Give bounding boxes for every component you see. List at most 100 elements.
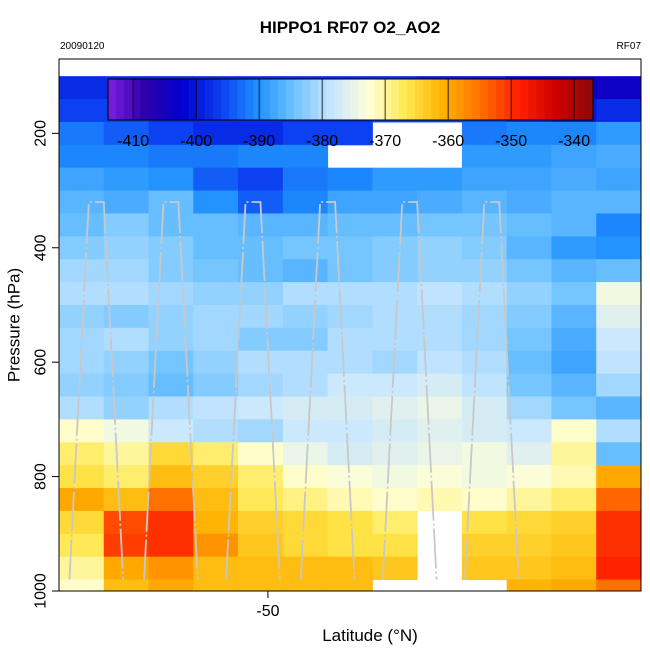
heatmap-cell bbox=[148, 236, 194, 260]
colorbar-swatch bbox=[544, 79, 554, 120]
y-tick-label: 800 bbox=[33, 463, 50, 490]
heatmap-cell bbox=[148, 373, 194, 398]
heatmap-cell bbox=[327, 213, 373, 237]
heatmap-cell bbox=[461, 213, 508, 237]
heatmap-cell bbox=[193, 533, 239, 558]
heatmap-cell bbox=[238, 419, 284, 443]
colorbar-swatch bbox=[253, 79, 263, 120]
heatmap-cell bbox=[506, 350, 552, 375]
heatmap-cell bbox=[551, 510, 597, 535]
colorbar-swatch bbox=[124, 79, 133, 120]
heatmap-cell bbox=[282, 236, 329, 260]
colorbar-swatch bbox=[366, 79, 376, 120]
heatmap-cell bbox=[506, 236, 552, 260]
colorbar-swatch bbox=[116, 79, 125, 120]
heatmap-cell bbox=[193, 579, 239, 592]
axes: -50 200 400 600 800 1000 Latitude (°N) Pressure… bbox=[5, 120, 418, 645]
heatmap-cell bbox=[59, 373, 105, 398]
heatmap-cell bbox=[417, 327, 463, 352]
heatmap-cell bbox=[238, 121, 284, 146]
heatmap-cell bbox=[596, 510, 642, 535]
flight-profile bbox=[143, 201, 199, 580]
heatmap-cell bbox=[596, 282, 642, 306]
heatmap-cell bbox=[551, 167, 597, 192]
colorbar-swatch bbox=[172, 79, 182, 120]
colorbar-swatch bbox=[310, 79, 319, 120]
heatmap-cell bbox=[148, 144, 194, 169]
heatmap-cell bbox=[461, 465, 508, 489]
heatmap-cell bbox=[506, 327, 552, 352]
heatmap-cell bbox=[238, 350, 284, 375]
colorbar-tick-label: -350 bbox=[495, 133, 527, 150]
colorbar-swatch bbox=[568, 79, 578, 120]
heatmap-cell bbox=[551, 579, 597, 592]
colorbar-swatch bbox=[188, 79, 198, 120]
heatmap-cell bbox=[148, 304, 194, 329]
heatmap-cell bbox=[59, 510, 105, 535]
heatmap-cell bbox=[461, 510, 508, 535]
heatmap-cell bbox=[193, 167, 239, 192]
colorbar-tick-label: -410 bbox=[117, 133, 149, 150]
heatmap-cell bbox=[103, 510, 150, 535]
heatmap-cell bbox=[551, 396, 597, 420]
heatmap-cell bbox=[282, 213, 329, 237]
heatmap-cell bbox=[372, 259, 418, 283]
colorbar-swatch bbox=[350, 79, 360, 120]
colorbar-swatch bbox=[245, 79, 255, 120]
flight-profile bbox=[464, 201, 520, 580]
colorbar-swatch bbox=[374, 79, 384, 120]
heatmap-cell bbox=[372, 556, 418, 581]
heatmap-cell bbox=[282, 533, 329, 558]
heatmap-cell bbox=[282, 442, 329, 466]
y-tick-label: 1000 bbox=[33, 573, 50, 609]
colorbar-swatch bbox=[132, 79, 141, 120]
heatmap-cell bbox=[327, 327, 373, 352]
heatmap-cell bbox=[551, 304, 597, 329]
heatmap-cell bbox=[506, 259, 552, 283]
heatmap-cell bbox=[596, 167, 642, 192]
colorbar: -410 -400 -390 -380 -370 -360 -350 -340 bbox=[107, 78, 594, 150]
heatmap-cell bbox=[193, 350, 239, 375]
heatmap-cell bbox=[59, 190, 105, 214]
heatmap-cell bbox=[59, 419, 105, 443]
heatmap-cell bbox=[103, 442, 150, 466]
heatmap-cell bbox=[148, 510, 194, 535]
heatmap-cell bbox=[103, 488, 150, 512]
heatmap-cell bbox=[596, 236, 642, 260]
heatmap-cell bbox=[238, 442, 284, 466]
heatmap-cell bbox=[417, 167, 463, 192]
colorbar-swatch bbox=[108, 79, 117, 120]
heatmap-cell bbox=[461, 373, 508, 398]
heatmap-cell bbox=[59, 213, 105, 237]
colorbar-swatch bbox=[229, 79, 238, 120]
heatmap-cell bbox=[327, 304, 373, 329]
heatmap-cell bbox=[551, 190, 597, 214]
heatmap-cell bbox=[103, 373, 150, 398]
heatmap-cell bbox=[59, 236, 105, 260]
heatmap-cell bbox=[103, 144, 150, 169]
flight-profile bbox=[299, 201, 356, 580]
colorbar-tick-label: -390 bbox=[243, 133, 275, 150]
heatmap-cell bbox=[282, 556, 329, 581]
colorbar-swatch bbox=[415, 79, 424, 120]
heatmap-cell bbox=[551, 282, 597, 306]
heatmap-cell bbox=[372, 167, 418, 192]
heatmap-cell bbox=[327, 167, 373, 192]
heatmap-cell bbox=[506, 121, 552, 146]
heatmap-cell bbox=[282, 350, 329, 375]
colorbar-swatch bbox=[164, 79, 174, 120]
heatmap-cell bbox=[282, 190, 329, 214]
heatmap-cell bbox=[282, 579, 329, 592]
heatmap-cell bbox=[103, 236, 150, 260]
colorbar-swatch bbox=[536, 79, 546, 120]
heatmap-cell bbox=[417, 488, 463, 512]
colorbar-tick-label: -380 bbox=[306, 133, 338, 150]
colorbar-swatch bbox=[237, 79, 247, 120]
heatmap-cell bbox=[193, 510, 239, 535]
heatmap-cell bbox=[148, 442, 194, 466]
heatmap-cell bbox=[103, 419, 150, 443]
heatmap-cell bbox=[238, 396, 284, 420]
heatmap-cell bbox=[193, 488, 239, 512]
colorbar-tick-label: -370 bbox=[369, 133, 401, 150]
